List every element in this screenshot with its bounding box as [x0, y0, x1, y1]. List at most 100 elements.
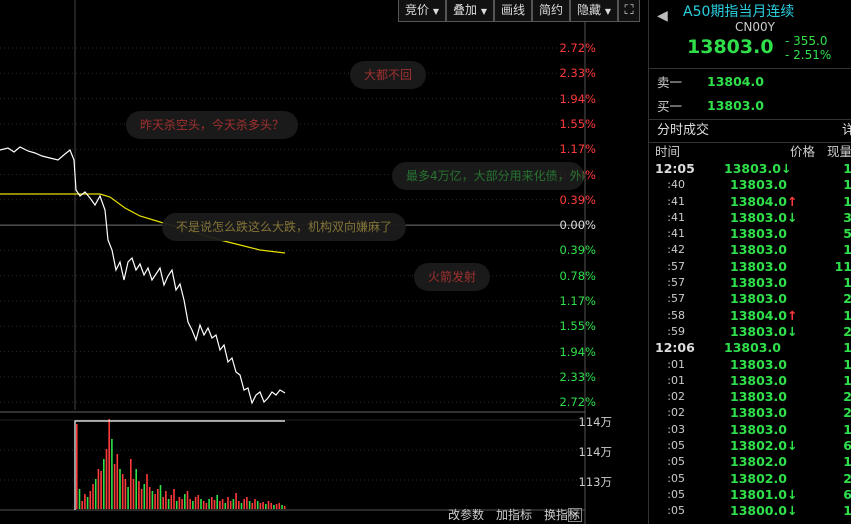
tick-price-cell: 13803.0 — [723, 177, 821, 193]
tick-price-cell: 13803.0 — [723, 242, 821, 258]
edit-params-button[interactable]: 改参数 — [447, 508, 484, 522]
tick-time: :05 — [667, 504, 685, 518]
tick-volume: 1 — [843, 421, 851, 437]
tick-row: :57 13803.0 1 — [649, 275, 851, 291]
tick-volume: 2 — [843, 323, 851, 339]
tick-price: 13803.0 — [730, 258, 787, 274]
arrow-down-icon: ↓ — [780, 161, 792, 176]
tick-price-cell: 13803.0 — [723, 389, 821, 405]
tick-time: :42 — [667, 243, 685, 257]
hide-button[interactable]: 隐藏 ▼ — [570, 0, 618, 22]
tick-row: :05 13802.0 1 — [649, 454, 851, 470]
change-indicator-button[interactable]: 换指标 — [543, 508, 580, 522]
tick-price-cell: 13803.0 — [723, 259, 821, 275]
volume-bar — [124, 479, 127, 509]
comment-bubble[interactable]: 最多4万亿，大部分用来化债，外国 — [392, 162, 584, 190]
details-button[interactable]: 详 — [842, 123, 851, 138]
volume-bar — [146, 474, 148, 509]
comment-bubble[interactable]: 不是说怎么跌这么大跌，机构双向嫌麻了 — [162, 213, 407, 241]
tick-row: :40 13803.0 1 — [649, 177, 851, 193]
volume-bar — [240, 503, 243, 509]
volume-bar — [273, 505, 275, 509]
tick-price: 13804.0 — [730, 307, 787, 323]
tick-volume: 6 — [843, 486, 851, 502]
comment-bubble[interactable]: 火箭发射 — [414, 263, 491, 291]
ticks-title: 分时成交 — [657, 123, 710, 138]
tick-time: :03 — [667, 422, 685, 436]
ticks-list[interactable]: 12:05 13803.0↓ 1:40 13803.0 1:41 13804.0↑ 1:41… — [649, 161, 851, 520]
volume-bar — [219, 501, 221, 509]
bid-price: 13803.0 — [707, 97, 764, 113]
volume-bar — [232, 499, 235, 509]
close-indicator-icon[interactable]: × — [568, 508, 582, 522]
tick-volume: 1 — [843, 161, 851, 176]
tick-price: 13802.0 — [730, 470, 787, 486]
tick-row: :03 13803.0 1 — [649, 422, 851, 438]
tick-row: 12:06 13803.0 1 — [649, 340, 851, 356]
tick-time: :05 — [667, 487, 685, 501]
volume-bar — [243, 499, 245, 509]
volume-bar — [116, 454, 119, 509]
volume-bar — [278, 503, 281, 509]
percent-tick-label: 1.17% — [559, 142, 596, 157]
ask-row: 卖一 13804.0 — [649, 69, 851, 93]
percent-tick-label: 2.72% — [559, 41, 596, 55]
ticks-tab[interactable]: 分时成交 详 — [649, 120, 851, 143]
percent-tick-label: 2.33% — [559, 66, 596, 81]
volume-label: 113万 — [578, 475, 612, 489]
price-line — [0, 146, 286, 405]
volume-bar — [103, 459, 105, 509]
volume-bar — [178, 497, 181, 509]
tick-price: 13803.0 — [724, 161, 781, 176]
tick-volume: 1 — [843, 356, 851, 372]
volume-bar — [140, 489, 143, 509]
volume-bar — [132, 479, 135, 509]
tick-price: 13803.0 — [730, 356, 787, 372]
volume-bar — [84, 494, 86, 509]
bid-button[interactable]: 竞价 ▼ — [397, 0, 446, 22]
back-arrow-icon[interactable]: ◀ — [657, 8, 668, 24]
tick-volume: 1 — [843, 275, 851, 291]
tick-time: :41 — [667, 194, 685, 208]
volume-bar — [159, 485, 162, 509]
tick-row: :02 13803.0 2 — [649, 405, 851, 421]
tick-price-cell: 13803.0 — [723, 422, 821, 438]
comment-bubble[interactable]: 大都不回 — [350, 61, 427, 89]
tick-price: 13802.0 — [730, 438, 787, 454]
overlay-button[interactable]: 叠加 ▼ — [445, 0, 494, 22]
volume-bar — [135, 469, 137, 509]
intraday-chart[interactable]: 竞价 ▼ 叠加 ▼ 画线 简约 隐藏 ▼ ⛶ 2.72% 2.33% 1.94% 1.… — [0, 0, 648, 524]
volume-bar — [170, 495, 173, 509]
draw-line-button[interactable]: 画线 — [493, 0, 532, 22]
volume-bar — [151, 491, 154, 509]
order-book: 卖一 13804.0 买一 13803.0 — [649, 69, 851, 120]
tick-price-cell: 13800.0↓ — [723, 503, 821, 519]
fullscreen-icon[interactable]: ⛶ — [618, 0, 640, 22]
volume-bar — [248, 501, 251, 509]
hide-label: 隐藏 — [577, 3, 602, 17]
col-price: 价格 — [789, 144, 815, 159]
tick-price-cell: 13802.0 — [723, 471, 821, 487]
volume-bar — [119, 469, 121, 509]
instrument-title: A50期指当月连续 — [683, 4, 795, 20]
change-percent: - 2.51% — [785, 48, 832, 62]
add-indicator-button[interactable]: 加指标 — [495, 508, 532, 522]
volume-bar — [265, 504, 267, 509]
volume-bar — [256, 501, 259, 509]
volume-bar — [143, 484, 146, 509]
tick-time: :57 — [667, 292, 685, 306]
volume-bar — [281, 505, 283, 509]
quote-header: ◀ A50期指当月连续 CN00Y 13803.0 - 355.0 - 2.51… — [649, 0, 851, 69]
indicator-bar: 改参数 加指标 换指标 — [442, 506, 586, 524]
tick-row: :05 13801.0↓ 6 — [649, 487, 851, 503]
comment-bubble[interactable]: 昨天杀空头，今天杀多头？ — [126, 111, 299, 139]
tick-time: 12:05 — [655, 161, 695, 176]
volume-bar — [105, 449, 108, 509]
tick-price: 13803.0 — [730, 275, 787, 291]
simple-button[interactable]: 简约 — [531, 0, 570, 22]
tick-price-cell: 13803.0 — [723, 405, 821, 421]
tick-time: :02 — [667, 390, 685, 404]
percent-tick-label: 0.00% — [559, 218, 596, 233]
volume-bar — [189, 499, 191, 509]
tick-price-cell: 13804.0↑ — [723, 194, 821, 210]
